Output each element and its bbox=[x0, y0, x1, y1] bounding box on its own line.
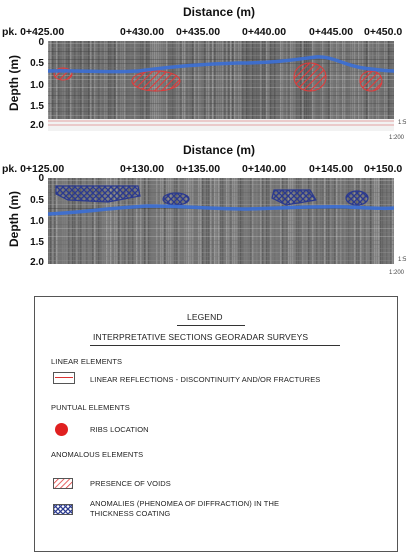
anomaly-swatch bbox=[53, 502, 73, 515]
rib-location-dot bbox=[55, 423, 68, 436]
interface-line bbox=[48, 204, 394, 216]
section1-x-tick: 0+435.00 bbox=[176, 26, 221, 38]
section1-scale-bottom: 1:200 bbox=[389, 135, 405, 141]
section1-y-title: Depth (m) bbox=[7, 55, 21, 111]
legend-item-anomalies-line1: ANOMALIES (PHENOMEA OF DIFFRACTION) IN T… bbox=[90, 499, 280, 508]
legend-heading-linear: LINEAR ELEMENTS bbox=[51, 357, 123, 366]
void-swatch bbox=[53, 476, 73, 489]
section1-x-tick: pk. 0+425.00 bbox=[2, 26, 65, 38]
section1-x-title: Distance (m) bbox=[183, 5, 256, 19]
interface-line bbox=[48, 55, 394, 74]
section1-y-tick: 2.0 bbox=[30, 120, 44, 131]
section1-x-tick: 0+440.00 bbox=[242, 26, 287, 38]
legend-heading-puntual: PUNTUAL ELEMENTS bbox=[51, 403, 130, 412]
section2-y-tick: 2.0 bbox=[30, 257, 44, 268]
section1-y-tick: 1.5 bbox=[30, 101, 44, 112]
section1-y-tick: 0.5 bbox=[30, 58, 44, 69]
section1-x-tick: 0+450.0 bbox=[364, 26, 403, 38]
section2-x-tick: 0+140.00 bbox=[242, 163, 287, 175]
section2-scale-bottom: 1:200 bbox=[389, 270, 405, 276]
section2-x-tick: 0+145.00 bbox=[309, 163, 354, 175]
legend-subtitle-underline bbox=[90, 345, 340, 346]
legend-title-underline bbox=[177, 325, 245, 326]
section2-y-tick: 1.0 bbox=[30, 216, 44, 227]
legend-item-ribs: RIBS LOCATION bbox=[90, 425, 149, 434]
anomaly-region bbox=[55, 185, 369, 206]
legend-item-voids: PRESENCE OF VOIDS bbox=[90, 479, 171, 488]
section2-x-tick: 0+135.00 bbox=[176, 163, 221, 175]
section1-y-tick: 0 bbox=[38, 37, 44, 48]
section1-scale-top: 1:5 bbox=[398, 120, 407, 126]
void-region bbox=[53, 62, 383, 92]
legend-subtitle: INTERPRETATIVE SECTIONS GEORADAR SURVEYS bbox=[93, 332, 309, 342]
legend-heading-anomalous: ANOMALOUS ELEMENTS bbox=[51, 450, 144, 459]
radar-texture bbox=[48, 178, 394, 264]
legend-item-anomalies-line2: THICKNESS COATING bbox=[90, 509, 171, 518]
section2-scale-top: 1:5 bbox=[398, 257, 407, 263]
section2-y-tick: 0.5 bbox=[30, 195, 44, 206]
section2-y-tick: 0 bbox=[38, 173, 44, 184]
section2-x-tick: pk. 0+125.00 bbox=[2, 163, 65, 175]
section2-x-tick: 0+130.00 bbox=[120, 163, 165, 175]
section1-x-tick: 0+430.00 bbox=[120, 26, 165, 38]
linear-reflection-swatch bbox=[53, 372, 75, 384]
section1-radargram bbox=[48, 41, 394, 131]
section2-x-tick: 0+150.0 bbox=[364, 163, 403, 175]
section2-y-tick: 1.5 bbox=[30, 237, 44, 248]
legend-box: LEGEND INTERPRETATIVE SECTIONS GEORADAR … bbox=[34, 296, 398, 552]
section1-y-tick: 1.0 bbox=[30, 80, 44, 91]
section1-x-tick: 0+445.00 bbox=[309, 26, 354, 38]
legend-item-linear: LINEAR REFLECTIONS - DISCONTINUITY AND/O… bbox=[90, 375, 321, 384]
section2-x-title: Distance (m) bbox=[183, 143, 256, 157]
section2-y-title: Depth (m) bbox=[7, 191, 21, 247]
section2-radargram bbox=[48, 178, 394, 264]
legend-title: LEGEND bbox=[187, 312, 223, 322]
